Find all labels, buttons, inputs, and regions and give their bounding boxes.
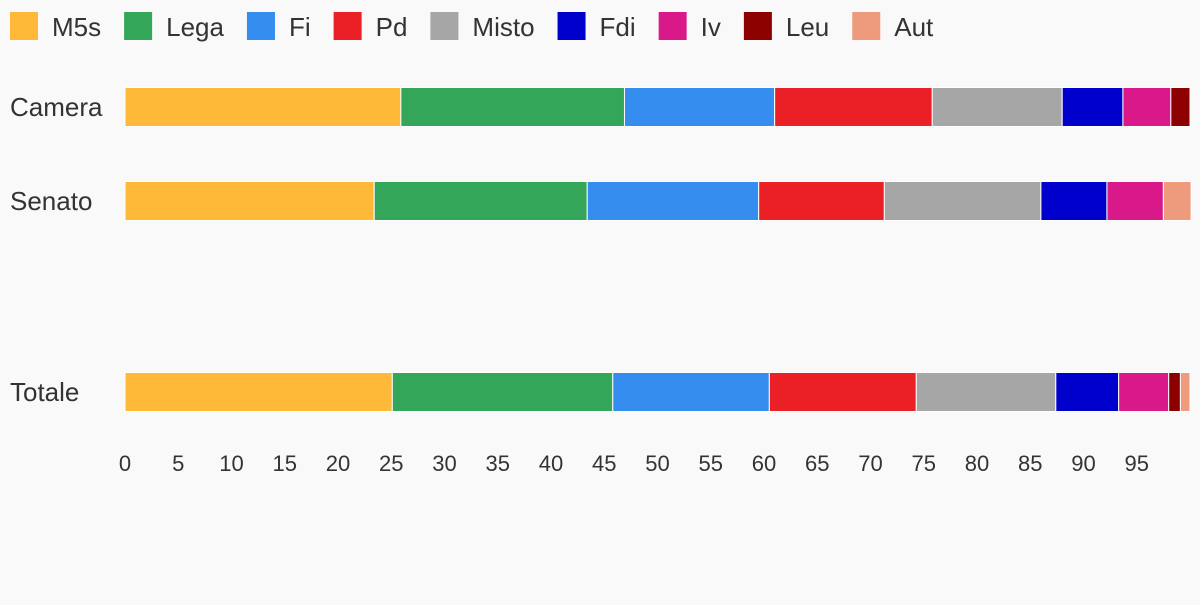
legend-label-pd: Pd bbox=[376, 12, 408, 42]
legend-label-fdi: Fdi bbox=[600, 12, 636, 42]
bar-segment-totale-fi[interactable] bbox=[612, 372, 770, 412]
x-tick-label-0: 0 bbox=[119, 451, 131, 476]
y-label-camera: Camera bbox=[10, 92, 103, 122]
bar-segment-totale-leu[interactable] bbox=[1168, 372, 1181, 412]
legend: M5s Lega Fi Pd Misto Fdi Iv Leu Aut bbox=[10, 12, 934, 42]
bar-segment-camera-pd[interactable] bbox=[774, 87, 933, 127]
bar-segment-totale-iv[interactable] bbox=[1118, 372, 1170, 412]
bar-segment-totale-m5s[interactable] bbox=[124, 372, 393, 412]
legend-label-leu: Leu bbox=[786, 12, 829, 42]
bar-segment-senato-iv[interactable] bbox=[1106, 181, 1164, 221]
bar-segment-camera-fdi[interactable] bbox=[1061, 87, 1124, 127]
legend-item-misto[interactable]: Misto bbox=[430, 12, 535, 42]
x-tick-label-95: 95 bbox=[1125, 451, 1149, 476]
legend-item-aut[interactable]: Aut bbox=[852, 12, 934, 42]
bar-segment-camera-lega[interactable] bbox=[400, 87, 625, 127]
legend-swatch-m5s bbox=[10, 12, 38, 40]
legend-swatch-fdi bbox=[557, 12, 586, 40]
x-tick-label-10: 10 bbox=[219, 451, 243, 476]
legend-item-fdi[interactable]: Fdi bbox=[557, 12, 636, 42]
x-tick-label-25: 25 bbox=[379, 451, 403, 476]
bar-segment-senato-misto[interactable] bbox=[883, 181, 1042, 221]
x-tick-label-55: 55 bbox=[699, 451, 723, 476]
legend-label-misto: Misto bbox=[472, 12, 534, 42]
legend-item-m5s[interactable]: M5s bbox=[10, 12, 101, 42]
bar-row-camera bbox=[124, 87, 1191, 127]
legend-label-lega: Lega bbox=[166, 12, 224, 42]
bar-segment-camera-iv[interactable] bbox=[1122, 87, 1172, 127]
bar-segment-senato-fi[interactable] bbox=[586, 181, 760, 221]
y-axis-labels: Camera Senato Totale bbox=[10, 92, 103, 407]
legend-swatch-iv bbox=[658, 12, 687, 40]
bar-row-totale bbox=[124, 372, 1191, 412]
bar-segment-totale-pd[interactable] bbox=[768, 372, 917, 412]
x-tick-label-30: 30 bbox=[432, 451, 456, 476]
bar-segment-camera-fi[interactable] bbox=[623, 87, 776, 127]
x-tick-label-40: 40 bbox=[539, 451, 563, 476]
legend-label-m5s: M5s bbox=[52, 12, 101, 42]
x-tick-label-35: 35 bbox=[486, 451, 510, 476]
x-tick-label-75: 75 bbox=[912, 451, 936, 476]
legend-item-lega[interactable]: Lega bbox=[124, 12, 224, 42]
x-tick-label-45: 45 bbox=[592, 451, 616, 476]
x-tick-label-80: 80 bbox=[965, 451, 989, 476]
x-tick-label-15: 15 bbox=[273, 451, 297, 476]
legend-label-aut: Aut bbox=[894, 12, 934, 42]
x-tick-label-65: 65 bbox=[805, 451, 829, 476]
y-label-totale: Totale bbox=[10, 377, 79, 407]
legend-swatch-lega bbox=[124, 12, 153, 40]
legend-swatch-misto bbox=[430, 12, 459, 40]
legend-label-fi: Fi bbox=[289, 12, 311, 42]
legend-swatch-fi bbox=[246, 12, 275, 40]
bar-segment-totale-aut[interactable] bbox=[1179, 372, 1191, 412]
y-label-senato: Senato bbox=[10, 186, 92, 216]
x-tick-label-85: 85 bbox=[1018, 451, 1042, 476]
x-tick-label-5: 5 bbox=[172, 451, 184, 476]
x-tick-label-60: 60 bbox=[752, 451, 776, 476]
bar-segment-senato-aut[interactable] bbox=[1162, 181, 1192, 221]
bar-row-senato bbox=[124, 181, 1192, 221]
bar-segment-totale-lega[interactable] bbox=[391, 372, 614, 412]
bar-segment-totale-misto[interactable] bbox=[915, 372, 1057, 412]
x-tick-label-70: 70 bbox=[858, 451, 882, 476]
legend-item-iv[interactable]: Iv bbox=[658, 12, 721, 42]
bar-segment-senato-pd[interactable] bbox=[758, 181, 885, 221]
x-tick-label-50: 50 bbox=[645, 451, 669, 476]
legend-swatch-aut bbox=[852, 12, 881, 40]
bar-segment-totale-fdi[interactable] bbox=[1055, 372, 1120, 412]
bar-segment-camera-leu[interactable] bbox=[1170, 87, 1191, 127]
legend-label-iv: Iv bbox=[701, 12, 721, 42]
x-tick-label-90: 90 bbox=[1071, 451, 1095, 476]
bar-segment-senato-fdi[interactable] bbox=[1040, 181, 1108, 221]
bars-area bbox=[124, 87, 1192, 412]
x-tick-label-20: 20 bbox=[326, 451, 350, 476]
legend-item-leu[interactable]: Leu bbox=[743, 12, 829, 42]
bar-segment-senato-lega[interactable] bbox=[373, 181, 588, 221]
legend-item-pd[interactable]: Pd bbox=[333, 12, 408, 42]
legend-item-fi[interactable]: Fi bbox=[246, 12, 311, 42]
bar-segment-camera-misto[interactable] bbox=[931, 87, 1063, 127]
legend-swatch-pd bbox=[333, 12, 362, 40]
bar-segment-senato-m5s[interactable] bbox=[124, 181, 375, 221]
x-axis-ticks: 0 5 10 15 20 25 30 35 40 45 50 55 60 65 70 75 80 85 90 95 bbox=[119, 451, 1149, 476]
bar-segment-camera-m5s[interactable] bbox=[124, 87, 402, 127]
legend-swatch-leu bbox=[743, 12, 772, 40]
